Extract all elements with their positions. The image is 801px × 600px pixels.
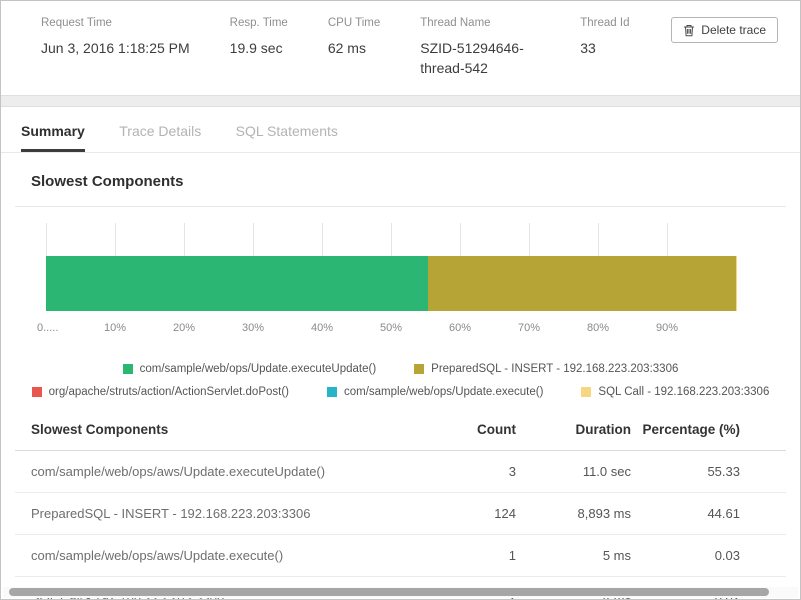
field-value: 33	[580, 40, 596, 56]
slowest-components-chart: 0..... 10% 20% 30% 40% 50% 60% 70% 80% 9…	[37, 223, 736, 337]
axis-tick-label: 40%	[310, 322, 334, 334]
legend-item-dopost: org/apache/struts/action/ActionServlet.d…	[31, 386, 289, 398]
trace-header: Request Time Jun 3, 2016 1:18:25 PM Resp…	[1, 1, 800, 95]
column-header-count: Count	[426, 409, 516, 451]
legend-row: org/apache/struts/action/ActionServlet.d…	[1, 386, 800, 398]
axis-tick-label: 30%	[241, 322, 265, 334]
field-label: Thread Name	[420, 17, 491, 29]
trace-header-fields: Request Time Jun 3, 2016 1:18:25 PM Resp…	[1, 17, 669, 79]
axis-tick-label: 90%	[655, 322, 679, 334]
field-value: Jun 3, 2016 1:18:25 PM	[41, 40, 190, 56]
field-label: CPU Time	[327, 17, 381, 29]
horizontal-scrollbar-thumb[interactable]	[9, 588, 769, 596]
axis-tick-label: 80%	[586, 322, 610, 334]
legend-swatch	[31, 387, 42, 397]
bar-segment-prepared-sql[interactable]	[427, 256, 736, 311]
legend-label: com/sample/web/ops/Update.executeUpdate(…	[139, 363, 377, 375]
legend-item-prepared-sql: PreparedSQL - INSERT - 192.168.223.203:3…	[414, 363, 678, 375]
delete-trace-button[interactable]: Delete trace	[671, 17, 778, 43]
field-cpu-time: CPU Time 62 ms	[328, 17, 380, 79]
table-row: com/sample/web/ops/aws/Update.executeUpd…	[15, 450, 786, 493]
slowest-components-table: Slowest Components Count Duration Percen…	[15, 409, 786, 599]
field-value: SZID-51294646-thread-542	[420, 40, 524, 77]
trash-icon	[683, 24, 695, 37]
chart-legend: com/sample/web/ops/Update.executeUpdate(…	[1, 363, 800, 398]
axis-tick-label: 70%	[517, 322, 541, 334]
delete-trace-label: Delete trace	[701, 23, 766, 37]
tab-trace-details[interactable]: Trace Details	[119, 123, 202, 139]
cell-component: PreparedSQL - INSERT - 192.168.223.203:3…	[15, 492, 426, 535]
axis-tick-label: 50%	[379, 322, 403, 334]
table-row: com/sample/web/ops/aws/Update.execute() …	[15, 534, 786, 577]
field-value: 19.9 sec	[229, 40, 283, 56]
cell-percentage: 0.03	[631, 534, 786, 577]
cell-component: com/sample/web/ops/aws/Update.executeUpd…	[15, 450, 426, 493]
cell-duration: 11.0 sec	[516, 450, 631, 493]
column-header-duration: Duration	[516, 409, 631, 451]
x-axis: 0..... 10% 20% 30% 40% 50% 60% 70% 80% 9…	[37, 322, 736, 337]
table-row: PreparedSQL - INSERT - 192.168.223.203:3…	[15, 492, 786, 535]
field-request-time: Request Time Jun 3, 2016 1:18:25 PM	[41, 17, 190, 79]
legend-item-sql-call: SQL Call - 192.168.223.203:3306	[581, 386, 769, 398]
summary-panel: Summary Trace Details SQL Statements Slo…	[1, 107, 800, 599]
field-thread-name: Thread Name SZID-51294646-thread-542	[420, 17, 540, 79]
divider	[15, 206, 786, 207]
axis-tick-label: 60%	[448, 322, 472, 334]
column-header-percentage: Percentage (%)	[631, 409, 786, 451]
field-label: Thread Id	[580, 17, 630, 29]
stacked-bar	[46, 256, 736, 311]
bar-segment-execute-update[interactable]	[46, 256, 428, 311]
tab-sql-statements[interactable]: SQL Statements	[235, 123, 338, 139]
field-label: Resp. Time	[229, 17, 288, 29]
section-separator	[1, 95, 800, 107]
cell-count: 3	[426, 450, 516, 493]
tab-summary[interactable]: Summary	[21, 123, 85, 152]
field-thread-id: Thread Id 33	[580, 17, 629, 79]
section-title: Slowest Components	[31, 173, 184, 190]
cell-percentage: 55.33	[631, 450, 786, 493]
cell-count: 124	[426, 492, 516, 535]
legend-swatch	[326, 387, 337, 397]
legend-label: com/sample/web/ops/Update.execute()	[343, 386, 544, 398]
legend-item-execute: com/sample/web/ops/Update.execute()	[326, 386, 544, 398]
field-resp-time: Resp. Time 19.9 sec	[230, 17, 288, 79]
field-value: 62 ms	[327, 40, 366, 56]
axis-tick-label: 10%	[103, 322, 127, 334]
cell-duration: 8,893 ms	[516, 492, 631, 535]
legend-swatch	[581, 387, 592, 397]
legend-label: PreparedSQL - INSERT - 192.168.223.203:3…	[431, 363, 679, 375]
chart-area	[46, 223, 736, 311]
legend-label: org/apache/struts/action/ActionServlet.d…	[48, 386, 289, 398]
axis-tick-label: 0.....	[37, 322, 59, 334]
cell-percentage: 44.61	[631, 492, 786, 535]
axis-tick-label: 20%	[172, 322, 196, 334]
legend-item-execute-update: com/sample/web/ops/Update.executeUpdate(…	[122, 363, 377, 375]
legend-swatch	[122, 364, 133, 374]
legend-label: SQL Call - 192.168.223.203:3306	[598, 386, 770, 398]
column-header-name: Slowest Components	[15, 409, 426, 451]
cell-count: 1	[426, 534, 516, 577]
cell-component: com/sample/web/ops/aws/Update.execute()	[15, 534, 426, 577]
table-header-row: Slowest Components Count Duration Percen…	[15, 409, 786, 451]
legend-row: com/sample/web/ops/Update.executeUpdate(…	[1, 363, 800, 375]
legend-swatch	[414, 364, 425, 374]
tab-bar: Summary Trace Details SQL Statements	[1, 107, 800, 153]
cell-duration: 5 ms	[516, 534, 631, 577]
field-label: Request Time	[41, 17, 112, 29]
horizontal-scrollbar-track[interactable]	[3, 587, 798, 598]
